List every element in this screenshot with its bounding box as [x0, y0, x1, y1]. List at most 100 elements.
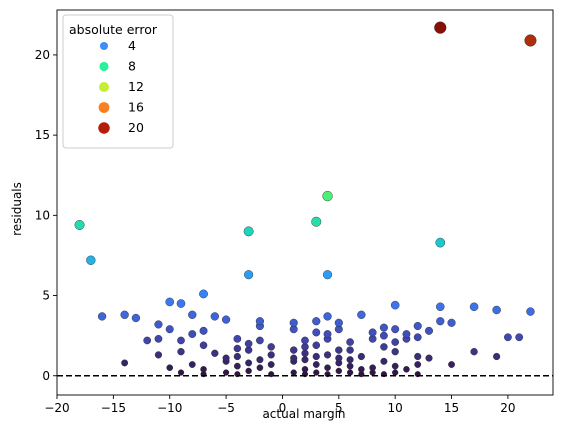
data-point	[504, 333, 512, 342]
data-point	[368, 328, 377, 337]
data-point	[346, 362, 354, 370]
data-point	[301, 349, 309, 357]
data-point	[154, 351, 163, 359]
data-point	[166, 364, 174, 372]
data-point	[210, 312, 219, 321]
data-point	[188, 310, 197, 319]
data-point	[335, 346, 343, 354]
data-point	[493, 352, 501, 361]
data-point	[245, 359, 253, 367]
legend-box	[62, 14, 174, 149]
data-point	[324, 364, 331, 372]
legend-label: 8	[128, 59, 136, 74]
data-point	[200, 366, 207, 373]
legend-marker	[99, 61, 109, 72]
data-point	[312, 328, 321, 337]
data-point	[244, 270, 254, 280]
data-point	[165, 297, 175, 307]
legend-title: absolute error	[69, 22, 158, 37]
data-point	[245, 367, 252, 375]
data-point	[436, 302, 445, 312]
data-point	[211, 349, 219, 357]
y-tick-label: 15	[35, 128, 50, 142]
data-point	[379, 323, 388, 332]
data-point	[380, 357, 388, 365]
data-point	[322, 270, 333, 280]
data-point	[346, 346, 354, 354]
x-tick-label: 0	[279, 401, 287, 415]
data-point	[346, 356, 354, 364]
data-point	[289, 318, 298, 327]
data-point	[256, 336, 264, 345]
data-point	[448, 361, 455, 368]
legend-label: 20	[128, 120, 144, 135]
data-point	[312, 317, 321, 326]
y-tick-label: 10	[35, 208, 50, 222]
x-tick-label: 20	[500, 401, 515, 415]
data-point	[143, 336, 152, 345]
data-point	[425, 354, 433, 362]
y-tick-label: 0	[42, 369, 50, 383]
data-point	[391, 362, 399, 370]
legend-entries: 4 8 12 16 20	[98, 38, 144, 135]
data-point	[233, 334, 242, 343]
data-point	[391, 348, 399, 356]
data-point	[436, 317, 445, 326]
data-point	[234, 362, 241, 370]
data-point	[346, 369, 354, 376]
data-point	[323, 351, 332, 359]
data-point	[154, 320, 163, 329]
legend-label: 12	[128, 79, 144, 94]
y-tick-label: 20	[35, 48, 50, 62]
data-point	[243, 226, 254, 237]
data-point	[131, 313, 141, 323]
data-point	[177, 369, 185, 376]
data-point	[199, 289, 208, 299]
data-point	[357, 352, 365, 361]
data-point	[177, 336, 185, 345]
legend-marker	[100, 42, 108, 50]
data-point	[402, 330, 411, 338]
x-tick-label: −20	[44, 401, 69, 415]
data-point	[199, 341, 208, 350]
data-point	[267, 351, 275, 359]
data-point	[290, 346, 298, 354]
data-point	[74, 220, 85, 230]
data-point	[154, 334, 163, 343]
data-point	[515, 333, 524, 342]
data-point	[177, 348, 185, 356]
data-point	[414, 352, 422, 361]
data-point	[492, 305, 501, 315]
x-tick-label: 15	[444, 401, 459, 415]
x-tick-label: 5	[335, 401, 343, 415]
y-axis-ticks: 0 5 10 15 20	[35, 48, 57, 383]
legend: absolute error 4 8 12 16 20	[62, 14, 174, 149]
data-point	[255, 317, 264, 326]
data-point	[244, 339, 253, 348]
data-point	[221, 315, 231, 324]
data-point	[526, 307, 535, 316]
x-tick-label: −15	[101, 401, 126, 415]
data-point	[414, 361, 422, 368]
data-point	[233, 344, 242, 353]
data-point	[97, 312, 107, 321]
scatter-points	[74, 21, 537, 378]
data-point	[120, 310, 129, 319]
legend-marker	[98, 102, 110, 113]
data-point	[524, 34, 537, 47]
x-axis-ticks: −20 −15 −10 −5 0 5 10 15 20	[44, 395, 516, 415]
data-point	[188, 361, 196, 368]
data-point	[290, 369, 297, 376]
data-point	[425, 326, 433, 335]
data-point	[267, 361, 275, 368]
data-point	[413, 333, 422, 342]
plot-frame	[56, 9, 554, 396]
data-point	[334, 318, 343, 327]
data-point	[313, 369, 320, 376]
data-point	[176, 299, 186, 308]
x-axis-label: actual margin	[262, 407, 345, 421]
data-point	[435, 237, 446, 248]
data-point	[301, 366, 309, 373]
data-point	[357, 310, 366, 319]
